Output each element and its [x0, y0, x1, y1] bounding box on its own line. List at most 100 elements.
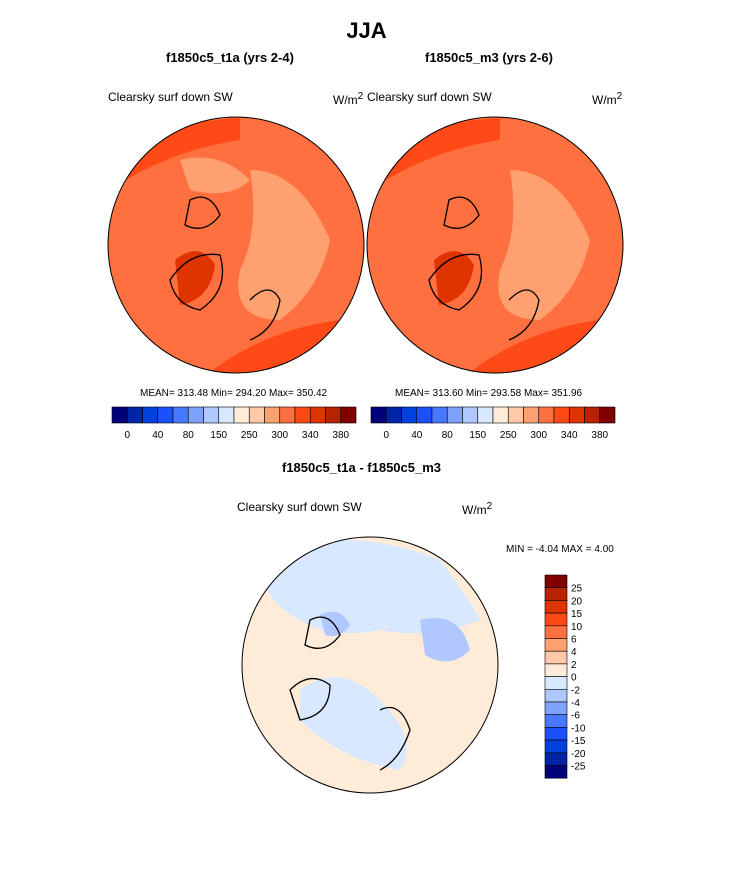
colorbar-box [446, 406, 463, 424]
colorbar-box [568, 406, 585, 424]
colorbar-box [544, 701, 568, 715]
colorbar-box [492, 406, 509, 424]
colorbar-tick-label: -20 [571, 749, 586, 760]
colorbar-tick-label: 250 [500, 430, 517, 441]
panel3-units: W/m2 [462, 501, 493, 517]
colorbar-box [142, 406, 159, 424]
panel3-map [242, 537, 498, 793]
colorbar-box [325, 406, 342, 424]
colorbar-tick-label: 10 [571, 622, 583, 633]
colorbar-box [248, 406, 265, 424]
colorbar-box [544, 727, 568, 741]
colorbar-box [401, 406, 418, 424]
colorbar-box [218, 406, 235, 424]
colorbar-box [544, 765, 568, 779]
colorbar-box [385, 406, 402, 424]
colorbar-box [544, 600, 568, 614]
colorbar-box [544, 752, 568, 766]
panel3-map-border [241, 536, 499, 794]
colorbar-tick-label: 6 [571, 635, 577, 646]
colorbar-box [538, 406, 555, 424]
panel3-variable: Clearsky surf down SW [237, 500, 362, 514]
colorbar-tick-label: -6 [571, 711, 580, 722]
colorbar-box [111, 406, 128, 424]
colorbar-box [294, 406, 311, 424]
colorbar-tick-label: 80 [183, 430, 195, 441]
colorbar-tick-label: -4 [571, 698, 580, 709]
colorbar-box [187, 406, 204, 424]
panel2-stats: MEAN= 313.60 Min= 293.58 Max= 351.96 [395, 388, 583, 399]
colorbar-box [172, 406, 189, 424]
colorbar-box [523, 406, 540, 424]
panel2-title: f1850c5_m3 (yrs 2-6) [425, 50, 553, 65]
colorbar-tick-label: 340 [561, 430, 578, 441]
colorbar-box [544, 574, 568, 588]
panel2-map [367, 117, 623, 373]
colorbar-box [279, 406, 296, 424]
colorbar-tick-label: 4 [571, 647, 577, 658]
colorbar-box [544, 587, 568, 601]
colorbar-tick-label: 340 [302, 430, 319, 441]
colorbar-box [544, 739, 568, 754]
figure-title: JJA [346, 18, 387, 43]
colorbar-box [544, 714, 568, 728]
panel1-units: W/m2 [333, 91, 364, 107]
colorbar-box [599, 406, 616, 424]
colorbar-box [462, 406, 479, 424]
colorbar-tick-label: 80 [442, 430, 454, 441]
colorbar-tick-label: 15 [571, 609, 583, 620]
colorbar-tick-label: -10 [571, 723, 586, 734]
colorbar-tick-label: 0 [124, 430, 130, 441]
colorbar-box [507, 406, 524, 424]
panel1-map-border [107, 116, 365, 374]
colorbar-tick-label: 25 [571, 584, 583, 595]
colorbar-box [309, 406, 326, 424]
panel3-title: f1850c5_t1a - f1850c5_m3 [282, 460, 442, 475]
colorbar-tick-label: 150 [469, 430, 486, 441]
colorbar-tick-label: 0 [383, 430, 389, 441]
colorbar-tick-label: 250 [241, 430, 258, 441]
colorbar-box [544, 612, 568, 627]
colorbar-box [544, 676, 568, 690]
colorbar-box [431, 406, 448, 424]
colorbar-tick-label: 0 [571, 673, 577, 684]
colorbar-tick-label: 20 [571, 596, 583, 607]
colorbar-tick-label: 40 [152, 430, 164, 441]
colorbar-box [370, 406, 387, 424]
colorbar-tick-label: 2 [571, 660, 577, 671]
colorbar-box [264, 406, 281, 424]
panel2-map-border [366, 116, 624, 374]
colorbar-box [544, 663, 568, 677]
colorbar-box [544, 625, 568, 639]
colorbar-tick-label: -15 [571, 736, 586, 747]
colorbar-box [340, 406, 357, 424]
panel2-units: W/m2 [592, 91, 623, 107]
panel1-variable: Clearsky surf down SW [108, 90, 233, 104]
colorbar-tick-label: 40 [411, 430, 423, 441]
colorbar-box [126, 406, 143, 424]
panel1-map [108, 117, 364, 373]
colorbar-tick-label: 380 [591, 430, 608, 441]
colorbar-box [416, 406, 433, 424]
panel3-stats: MIN = -4.04 MAX = 4.00 [506, 544, 614, 555]
colorbar-tick-label: -25 [571, 762, 586, 773]
colorbar-tick-label: 300 [271, 430, 288, 441]
colorbar-box [553, 406, 570, 424]
colorbar-box [544, 688, 568, 703]
colorbar-tick-label: 300 [530, 430, 547, 441]
colorbar-tick-label: 150 [210, 430, 227, 441]
colorbar-tick-label: 380 [332, 430, 349, 441]
colorbar-box [233, 406, 250, 424]
colorbar-box [544, 650, 568, 665]
panel1-stats: MEAN= 313.48 Min= 294.20 Max= 350.42 [140, 388, 328, 399]
colorbar-box [584, 406, 601, 424]
coastlines [169, 196, 540, 771]
colorbar-box [544, 638, 568, 652]
colorbar-box [203, 406, 220, 424]
colorbar-box [157, 406, 174, 424]
colorbar-box [477, 406, 494, 424]
panel2-variable: Clearsky surf down SW [367, 90, 492, 104]
colorbar-tick-label: -2 [571, 685, 580, 696]
